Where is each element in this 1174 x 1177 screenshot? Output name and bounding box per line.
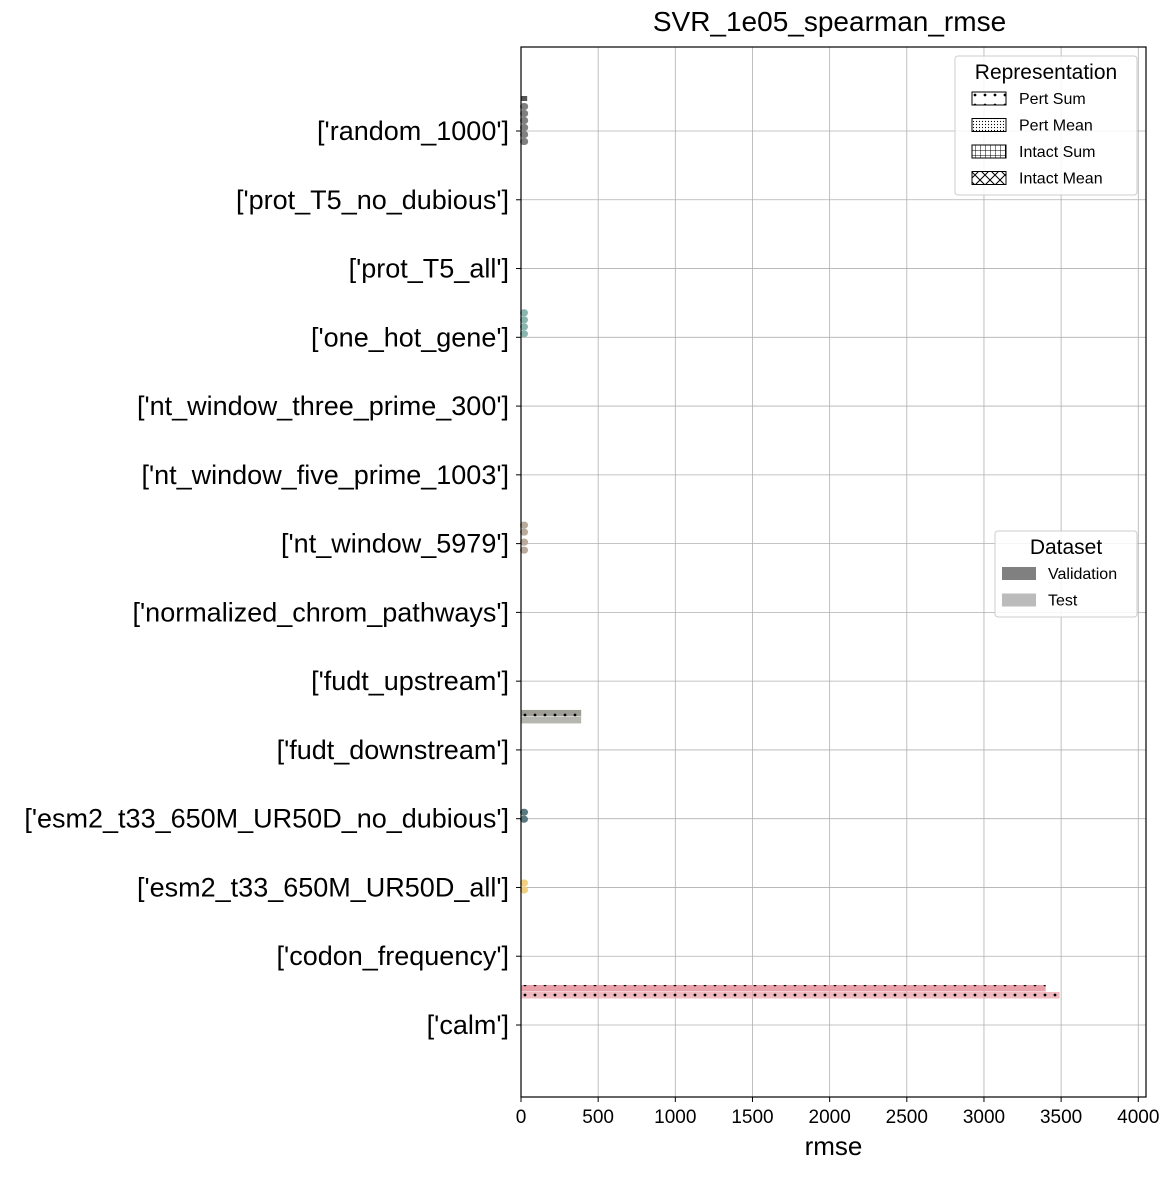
bar-hatch-13-s0 [521,985,1046,992]
legend-label-0-0: Pert Sum [1019,91,1086,108]
y-tick-label-4: ['nt_window_three_prime_300'] [137,391,509,421]
x-tick-label-6: 3000 [963,1107,1005,1128]
bar-small-0-0 [520,103,529,110]
legend-label-0-3: Intact Mean [1019,171,1103,188]
x-tick-label-2: 1000 [654,1107,696,1128]
plot-frame [520,46,1147,1098]
x-tick-label-7: 3500 [1040,1107,1082,1128]
bar-hatch-13-s1 [521,992,1060,999]
legend-swatch-hatch-0-2 [972,145,1006,158]
y-tick-label-10: ['esm2_t33_650M_UR50D_no_dubious'] [24,804,509,834]
legend-0: Representation Pert Sum Pert Mean Intact Su… [954,55,1138,196]
bar-small-6-1 [520,528,528,536]
bar-small-6-2 [520,538,528,546]
bar-hatch-9-s0 [521,709,582,717]
bar-small-0-5 [520,138,529,145]
bar-small-3-1 [520,316,528,324]
y-tick-label-12: ['codon_frequency'] [277,941,509,971]
bar-small-6-3 [520,546,528,554]
x-tick-label-0: 0 [516,1107,527,1128]
x-tick-label-1: 500 [582,1107,614,1128]
legend-title-1: Dataset [1030,536,1103,559]
legend-swatch-hatch-0-3 [972,171,1006,185]
y-tick-label-13: ['calm'] [427,1010,509,1040]
bar-small-0-1 [520,110,529,117]
legends: Representation Pert Sum Pert Mean Intact Su… [954,55,1138,618]
x-tick-label-5: 2500 [886,1107,928,1128]
legend-title-0: Representation [975,61,1117,84]
legend-label-1-1: Test [1048,593,1078,610]
legend-swatch-1-0 [1002,567,1036,580]
legend-swatch-hatch-0-0 [972,92,1006,105]
x-tick-label-4: 2000 [809,1107,851,1128]
bar-small-0-4 [520,131,529,138]
legend-swatch-1-1 [1002,593,1036,607]
legend-swatch-hatch-0-1 [972,118,1006,132]
gridlines [520,47,1146,1097]
y-tick-label-11: ['esm2_t33_650M_UR50D_all'] [137,872,509,902]
bar-hatch-9-s1 [521,716,582,724]
legend-box-0 [954,55,1138,196]
chart-title: SVR_1e05_spearman_rmse [653,6,1006,37]
bar-small-10-1 [520,815,528,823]
bar-small-11-0 [520,879,528,887]
y-tick-label-3: ['one_hot_gene'] [311,322,509,352]
bar-small-3-0 [520,309,528,317]
bar-small-0-2 [520,117,529,124]
x-tick-label-3: 1500 [731,1107,773,1128]
bar-small-6-0 [520,521,528,529]
legend-label-0-2: Intact Sum [1019,144,1095,161]
bar-small-3-2 [520,323,528,331]
legend-label-0-1: Pert Mean [1019,118,1093,135]
bar-small-3-3 [520,330,528,338]
y-tick-label-5: ['nt_window_five_prime_1003'] [141,460,509,490]
y-tick-label-8: ['fudt_upstream'] [311,666,509,696]
y-tick-label-9: ['fudt_downstream'] [277,735,509,765]
x-tick-label-8: 4000 [1117,1107,1159,1128]
bars [520,96,1060,999]
legend-label-1-0: Validation [1048,566,1117,583]
y-tick-label-2: ['prot_T5_all'] [349,254,509,284]
y-tick-label-0: ['random_1000'] [317,116,509,146]
x-axis-label: rmse [805,1131,863,1161]
bar-small-11-1 [520,886,528,894]
legend-1: Dataset Validation Test [994,530,1138,618]
y-tick-label-1: ['prot_T5_no_dubious'] [236,185,509,215]
y-tick-label-6: ['nt_window_5979'] [281,529,509,559]
axes: 0 500 1000 1500 2000 2500 3000 3500 4000 ['random… [24,6,1159,1161]
bar-small-top-0 [521,96,528,101]
y-tick-label-7: ['normalized_chrom_pathways'] [133,597,509,627]
bar-small-0-3 [520,124,529,131]
bar-small-10-0 [520,808,528,816]
